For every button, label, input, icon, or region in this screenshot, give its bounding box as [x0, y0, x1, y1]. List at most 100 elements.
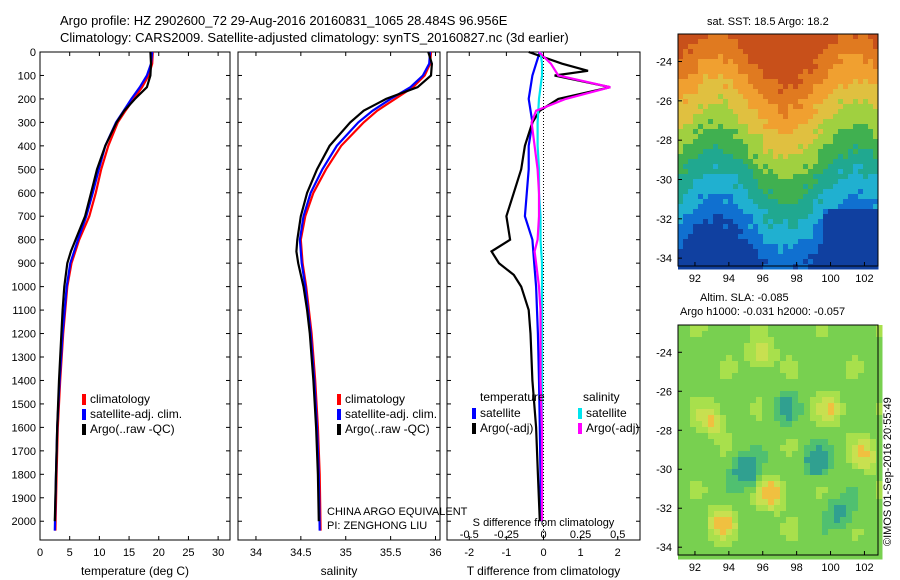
map-cell [708, 523, 715, 530]
map-cell [822, 523, 829, 530]
map-cell [723, 219, 729, 225]
map-cell [778, 69, 784, 75]
map-cell [748, 234, 754, 240]
map-cell [720, 511, 727, 518]
map-cell [732, 367, 739, 374]
map-cell [763, 149, 769, 155]
map-cell [858, 154, 864, 160]
map-cell [718, 249, 724, 255]
map-cell [780, 433, 787, 440]
map-cell [713, 69, 719, 75]
map-cell [738, 109, 744, 115]
map-cell [798, 84, 804, 90]
map-cell [868, 144, 874, 150]
map-cell [723, 134, 729, 140]
map-cell [870, 439, 877, 446]
map-cell [793, 39, 799, 45]
map-cell [763, 129, 769, 135]
map-cell [718, 49, 724, 55]
map-cell [723, 144, 729, 150]
map-cell [813, 39, 819, 45]
map-cell [708, 457, 715, 464]
map-cell [678, 249, 684, 255]
map-cell [726, 427, 733, 434]
map-cell [813, 84, 819, 90]
map-cell [738, 553, 745, 560]
map-cell [822, 415, 829, 422]
map-cell [684, 457, 691, 464]
map-cell [778, 264, 784, 270]
map-cell [726, 421, 733, 428]
map-cell [683, 154, 689, 160]
map-cell [868, 184, 874, 190]
map-cell [783, 164, 789, 170]
map-cell [743, 84, 749, 90]
map-cell [813, 104, 819, 110]
map-cell [768, 79, 774, 85]
map-cell [870, 385, 877, 392]
map-cell [848, 169, 854, 175]
map-cell [828, 457, 835, 464]
map-cell [828, 264, 834, 270]
map-cell [763, 94, 769, 100]
map-cell [818, 69, 824, 75]
map-cell [718, 239, 724, 245]
map-cell [798, 34, 804, 40]
map-cell [768, 439, 775, 446]
map-cell [818, 189, 824, 195]
map-cell [868, 164, 874, 170]
legend-group-title: temperature [480, 390, 545, 404]
map-cell [853, 224, 859, 230]
map-cell [758, 264, 764, 270]
map-cell [853, 59, 859, 65]
map-cell [873, 104, 879, 110]
map-cell [728, 154, 734, 160]
map-cell [833, 94, 839, 100]
map-cell [713, 234, 719, 240]
map-cell [708, 64, 714, 70]
map-cell [733, 124, 739, 130]
map-cell [788, 99, 794, 105]
map-cell [684, 343, 691, 350]
map-cell [818, 219, 824, 225]
map-cell [678, 114, 684, 120]
map-cell [868, 94, 874, 100]
map-cell [684, 505, 691, 512]
map-cell [783, 114, 789, 120]
map-cell [690, 337, 697, 344]
map-cell [833, 139, 839, 145]
map-cell [696, 535, 703, 542]
map-cell [698, 34, 704, 40]
map-cell [823, 129, 829, 135]
map-cell [688, 94, 694, 100]
map-cell [696, 487, 703, 494]
map-cell [703, 164, 709, 170]
map-cell [838, 174, 844, 180]
map-cell [774, 475, 781, 482]
map-cell [804, 337, 811, 344]
map-sst_map [678, 34, 879, 270]
map-cell [702, 325, 709, 332]
map-cell [828, 44, 834, 50]
map-cell [748, 259, 754, 265]
map-cell [726, 343, 733, 350]
map-cell [726, 451, 733, 458]
map-cell [678, 189, 684, 195]
map-cell [713, 149, 719, 155]
map-cell [738, 74, 744, 80]
map-cell [728, 94, 734, 100]
map-cell [718, 139, 724, 145]
map-cell [838, 139, 844, 145]
map-cell [728, 89, 734, 95]
map-y-tick-label: -24 [656, 347, 672, 359]
map-cell [703, 124, 709, 130]
map-cell [768, 397, 775, 404]
map-cell [768, 149, 774, 155]
map-cell [822, 553, 829, 560]
y-tick-label: 300 [18, 117, 36, 129]
map-cell [696, 385, 703, 392]
map-cell [788, 239, 794, 245]
map-cell [816, 391, 823, 398]
map-cell [690, 331, 697, 338]
map-cell [773, 219, 779, 225]
